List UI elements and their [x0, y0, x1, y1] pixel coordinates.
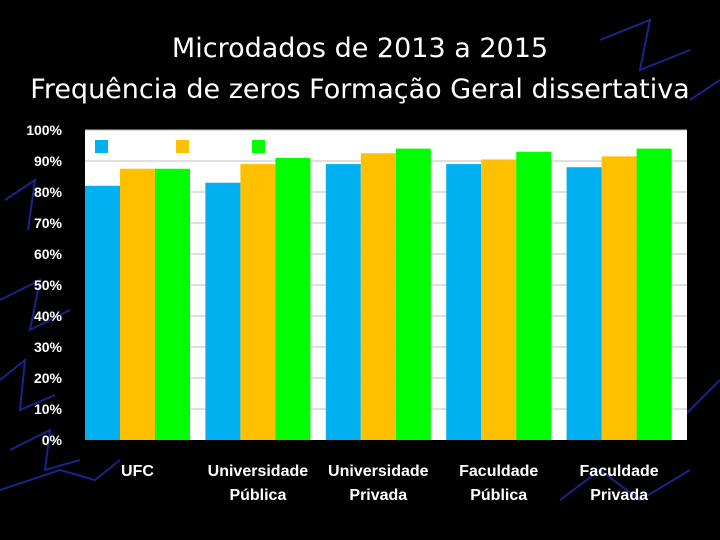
- title-line-1: Microdados de 2013 a 2015: [171, 33, 549, 64]
- bar: [275, 157, 311, 440]
- bar: [481, 159, 517, 440]
- bar: [516, 151, 552, 440]
- x-category-label-line: Universidade: [208, 463, 309, 480]
- y-tick-label: 30%: [34, 339, 63, 355]
- bar: [395, 148, 431, 440]
- y-tick-label: 60%: [34, 246, 63, 262]
- bar: [205, 182, 241, 440]
- bar: [566, 167, 602, 440]
- y-tick-label: 10%: [34, 401, 63, 417]
- x-category-label: UFC: [121, 463, 154, 480]
- y-tick-label: 100%: [26, 122, 62, 138]
- x-category-label-line: Faculdade: [580, 463, 659, 480]
- bar: [155, 168, 190, 440]
- bar: [325, 164, 361, 440]
- bar: [85, 185, 120, 440]
- x-category-label-line: UFC: [121, 463, 154, 480]
- x-category-label: Faculdade Pública: [459, 463, 538, 504]
- x-category-label: Faculdade Privada: [580, 463, 659, 504]
- bar: [120, 168, 155, 440]
- legend-swatch: [176, 140, 189, 153]
- x-category-label-line: Privada: [590, 487, 648, 504]
- bar: [601, 156, 637, 440]
- bar: [446, 164, 482, 440]
- x-category-label-line: Universidade: [328, 463, 429, 480]
- y-tick-label: 80%: [34, 184, 63, 200]
- y-tick-label: 0%: [42, 432, 63, 448]
- bar: [636, 148, 672, 440]
- legend-swatch: [95, 140, 108, 153]
- x-category-label-line: Faculdade: [459, 463, 538, 480]
- bar: [240, 164, 276, 440]
- legend-label: 2013: [112, 138, 150, 157]
- x-category-label-line: Pública: [229, 487, 286, 504]
- x-category-label: Universidade Pública: [208, 463, 309, 504]
- legend-label: 2014: [193, 138, 231, 157]
- y-tick-label: 40%: [34, 308, 63, 324]
- y-tick-label: 70%: [34, 215, 63, 231]
- y-tick-label: 50%: [34, 277, 63, 293]
- legend-label: 2015: [269, 138, 307, 157]
- bar: [360, 153, 396, 440]
- x-category-label: Universidade Privada: [328, 463, 429, 504]
- x-category-label-line: Privada: [349, 487, 407, 504]
- title-line-2: Frequência de zeros Formação Geral disse…: [30, 74, 690, 105]
- x-category-label-line: Pública: [470, 487, 527, 504]
- y-tick-label: 90%: [34, 153, 63, 169]
- legend-swatch: [252, 140, 265, 153]
- slide-title: Microdados de 2013 a 2015 Frequência de …: [0, 28, 720, 110]
- y-tick-label: 20%: [34, 370, 63, 386]
